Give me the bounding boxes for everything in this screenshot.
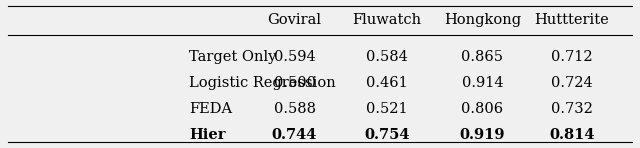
Text: 0.754: 0.754 (364, 128, 410, 142)
Text: 0.744: 0.744 (272, 128, 317, 142)
Text: 0.914: 0.914 (461, 76, 503, 90)
Text: 0.584: 0.584 (366, 50, 408, 64)
Text: 0.461: 0.461 (366, 76, 408, 90)
Text: 0.865: 0.865 (461, 50, 504, 64)
Text: 0.814: 0.814 (549, 128, 595, 142)
Text: 0.724: 0.724 (551, 76, 593, 90)
Text: 0.712: 0.712 (551, 50, 593, 64)
Text: Target Only: Target Only (189, 50, 276, 64)
Text: 0.732: 0.732 (551, 102, 593, 116)
Text: FEDA: FEDA (189, 102, 232, 116)
Text: Logistic Regression: Logistic Regression (189, 76, 336, 90)
Text: 0.919: 0.919 (460, 128, 505, 142)
Text: 0.500: 0.500 (273, 76, 316, 90)
Text: 0.806: 0.806 (461, 102, 504, 116)
Text: Huttterite: Huttterite (534, 13, 609, 27)
Text: 0.588: 0.588 (273, 102, 316, 116)
Text: Hier: Hier (189, 128, 226, 142)
Text: 0.521: 0.521 (366, 102, 408, 116)
Text: Hongkong: Hongkong (444, 13, 521, 27)
Text: Fluwatch: Fluwatch (353, 13, 422, 27)
Text: 0.594: 0.594 (274, 50, 316, 64)
Text: Goviral: Goviral (268, 13, 321, 27)
